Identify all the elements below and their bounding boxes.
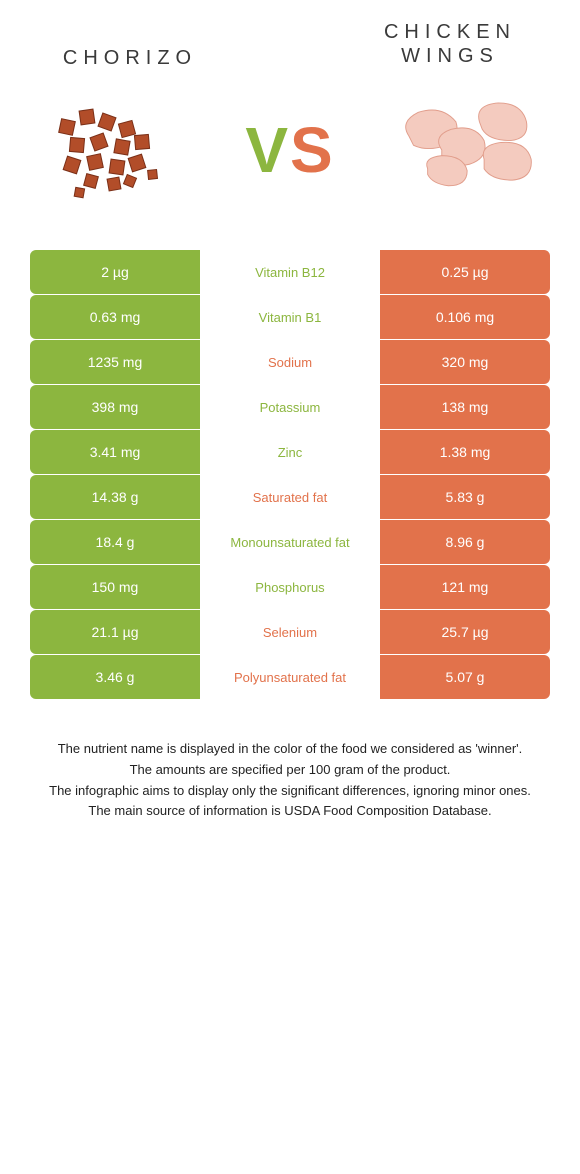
vs-label: VS bbox=[245, 113, 334, 187]
cell-nutrient-label: Monounsaturated fat bbox=[200, 520, 380, 564]
cell-right-value: 138 mg bbox=[380, 385, 550, 429]
table-row: 398 mgPotassium138 mg bbox=[30, 385, 550, 429]
cell-nutrient-label: Vitamin B1 bbox=[200, 295, 380, 339]
cell-left-value: 2 µg bbox=[30, 250, 200, 294]
cell-right-value: 8.96 g bbox=[380, 520, 550, 564]
cell-right-value: 121 mg bbox=[380, 565, 550, 609]
title-left: CHORIZO bbox=[30, 20, 230, 70]
footer-line-3: The infographic aims to display only the… bbox=[30, 781, 550, 802]
cell-nutrient-label: Selenium bbox=[200, 610, 380, 654]
cell-right-value: 5.07 g bbox=[380, 655, 550, 699]
cell-left-value: 0.63 mg bbox=[30, 295, 200, 339]
table-row: 18.4 gMonounsaturated fat8.96 g bbox=[30, 520, 550, 564]
footer-notes: The nutrient name is displayed in the co… bbox=[30, 739, 550, 822]
table-row: 3.41 mgZinc1.38 mg bbox=[30, 430, 550, 474]
footer-line-4: The main source of information is USDA F… bbox=[30, 801, 550, 822]
cell-right-value: 1.38 mg bbox=[380, 430, 550, 474]
footer-line-2: The amounts are specified per 100 gram o… bbox=[30, 760, 550, 781]
table-row: 0.63 mgVitamin B10.106 mg bbox=[30, 295, 550, 339]
cell-right-value: 0.25 µg bbox=[380, 250, 550, 294]
chorizo-image bbox=[30, 80, 190, 220]
table-row: 1235 mgSodium320 mg bbox=[30, 340, 550, 384]
infographic: CHORIZO CHICKEN WINGS bbox=[0, 0, 580, 862]
header: CHORIZO CHICKEN WINGS bbox=[0, 0, 580, 70]
table-row: 150 mgPhosphorus121 mg bbox=[30, 565, 550, 609]
cell-nutrient-label: Sodium bbox=[200, 340, 380, 384]
cell-nutrient-label: Phosphorus bbox=[200, 565, 380, 609]
title-right: CHICKEN WINGS bbox=[350, 20, 550, 68]
cell-left-value: 18.4 g bbox=[30, 520, 200, 564]
cell-right-value: 25.7 µg bbox=[380, 610, 550, 654]
cell-left-value: 14.38 g bbox=[30, 475, 200, 519]
cell-right-value: 320 mg bbox=[380, 340, 550, 384]
vs-v: V bbox=[245, 114, 290, 186]
cell-right-value: 0.106 mg bbox=[380, 295, 550, 339]
vs-s: S bbox=[290, 114, 335, 186]
cell-nutrient-label: Polyunsaturated fat bbox=[200, 655, 380, 699]
nutrient-table: 2 µgVitamin B120.25 µg0.63 mgVitamin B10… bbox=[30, 250, 550, 699]
footer-line-1: The nutrient name is displayed in the co… bbox=[30, 739, 550, 760]
cell-left-value: 3.41 mg bbox=[30, 430, 200, 474]
cell-left-value: 3.46 g bbox=[30, 655, 200, 699]
table-row: 14.38 gSaturated fat5.83 g bbox=[30, 475, 550, 519]
cell-right-value: 5.83 g bbox=[380, 475, 550, 519]
cell-nutrient-label: Zinc bbox=[200, 430, 380, 474]
table-row: 2 µgVitamin B120.25 µg bbox=[30, 250, 550, 294]
table-row: 21.1 µgSelenium25.7 µg bbox=[30, 610, 550, 654]
chicken-wings-image bbox=[390, 80, 550, 220]
table-row: 3.46 gPolyunsaturated fat5.07 g bbox=[30, 655, 550, 699]
cell-left-value: 398 mg bbox=[30, 385, 200, 429]
cell-nutrient-label: Potassium bbox=[200, 385, 380, 429]
cell-left-value: 21.1 µg bbox=[30, 610, 200, 654]
chicken-wings-icon bbox=[390, 80, 550, 220]
cell-nutrient-label: Vitamin B12 bbox=[200, 250, 380, 294]
cell-left-value: 150 mg bbox=[30, 565, 200, 609]
cell-left-value: 1235 mg bbox=[30, 340, 200, 384]
hero-row: VS bbox=[0, 70, 580, 250]
cell-nutrient-label: Saturated fat bbox=[200, 475, 380, 519]
chorizo-icon bbox=[30, 80, 190, 220]
